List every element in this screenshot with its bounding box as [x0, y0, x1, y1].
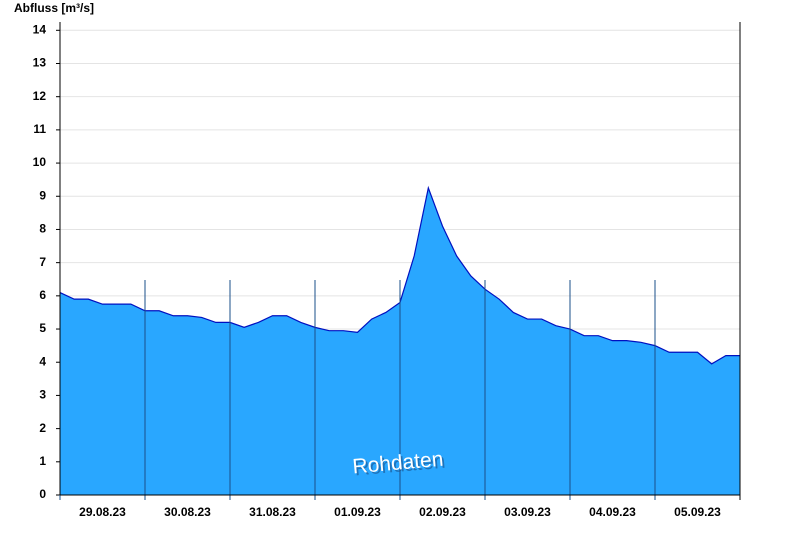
y-tick-label: 13: [33, 56, 47, 70]
y-tick-label: 3: [39, 388, 46, 402]
x-tick-label: 05.09.23: [674, 505, 721, 519]
x-tick-label: 03.09.23: [504, 505, 551, 519]
y-tick-label: 14: [33, 22, 47, 36]
x-tick-label: 01.09.23: [334, 505, 381, 519]
y-tick-label: 4: [39, 354, 46, 368]
y-tick-label: 6: [39, 288, 46, 302]
x-tick-label: 30.08.23: [164, 505, 211, 519]
x-tick-label: 31.08.23: [249, 505, 296, 519]
y-tick-label: 0: [39, 487, 46, 501]
y-tick-label: 2: [39, 421, 46, 435]
x-tick-label: 29.08.23: [79, 505, 126, 519]
y-tick-label: 12: [33, 89, 47, 103]
y-tick-label: 10: [33, 155, 47, 169]
y-tick-label: 9: [39, 188, 46, 202]
x-tick-label: 04.09.23: [589, 505, 636, 519]
x-tick-label: 02.09.23: [419, 505, 466, 519]
y-tick-label: 5: [39, 321, 46, 335]
y-axis-label: Abfluss [m³/s]: [14, 1, 94, 15]
y-tick-label: 8: [39, 222, 46, 236]
y-tick-label: 11: [33, 122, 46, 136]
y-tick-label: 7: [39, 255, 46, 269]
y-tick-label: 1: [39, 454, 46, 468]
